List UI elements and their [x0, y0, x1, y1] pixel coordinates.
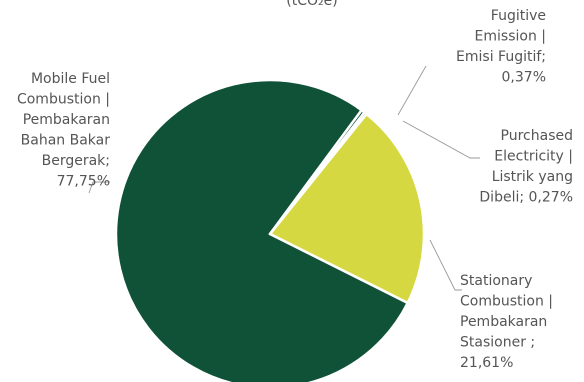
slice-label-line: Emisi Fugitif; [456, 49, 546, 65]
slice-label-line: Pembakaran [460, 314, 547, 330]
slice-label-line: Pembakaran [23, 112, 110, 128]
pie-slice-electricity [268, 111, 368, 236]
pie-slice-mobile [114, 78, 409, 382]
slice-label-line: Combustion | [460, 294, 553, 310]
slice-label-line: Dibeli; 0,27% [479, 190, 573, 206]
chart-title-fragment: (tCO₂e) [286, 0, 337, 9]
leader-line-fugitive [397, 65, 427, 116]
slice-label-line: Combustion | [17, 92, 110, 108]
slice-label-line: Purchased [501, 128, 573, 144]
leader-line-stationary [429, 239, 462, 291]
slice-labels: Mobile Fuel Combustion | Pembakaran Bahan B… [17, 8, 573, 371]
slice-label-electricity: Purchased Electricity | Listrik yang Dibeli… [479, 128, 573, 206]
slice-label-stationary: Stationary Combustion | Pembakaran Stasione… [460, 273, 553, 371]
slice-label-fugitive: Fugitive Emission | Emisi Fugitif; 0,37% [456, 8, 546, 86]
leader-line-electricity [402, 120, 480, 159]
pie-slices [114, 78, 426, 382]
slice-label-line: 77,75% [57, 174, 110, 190]
slice-label-line: Bahan Bakar [21, 133, 111, 149]
slice-label-line: Emission | [475, 29, 546, 45]
slice-label-line: 21,61% [460, 355, 513, 371]
leader-lines [88, 65, 480, 291]
pie-slice-stationary [268, 112, 426, 305]
slice-label-line: Bergerak; [42, 153, 110, 169]
slice-label-mobile: Mobile Fuel Combustion | Pembakaran Bahan B… [17, 71, 110, 190]
slice-label-line: 0,37% [502, 70, 546, 86]
slice-label-line: Stasioner ; [460, 335, 535, 351]
slice-label-line: Stationary [460, 273, 532, 289]
slice-label-line: Mobile Fuel [31, 71, 110, 87]
slice-label-line: Listrik yang [492, 169, 573, 185]
slice-label-line: Electricity | [494, 149, 573, 165]
leader-line-mobile [88, 181, 110, 194]
slice-label-line: Fugitive [491, 8, 546, 24]
